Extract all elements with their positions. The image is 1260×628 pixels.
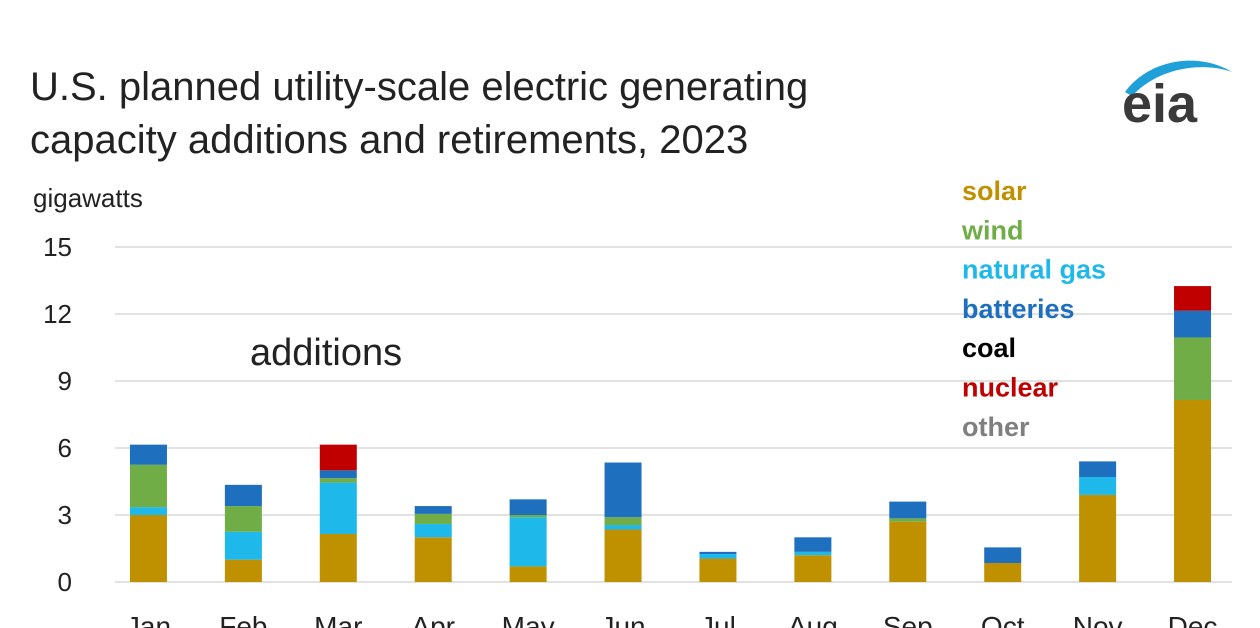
bar-segment [984,547,1022,564]
bar-segment [1174,399,1212,582]
logo: eia [1122,60,1232,134]
legend-entry: coal [962,333,1016,363]
bar-segment [1174,286,1212,311]
x-tick-label: Mar [314,611,362,628]
legend-entry: wind [961,215,1024,245]
bar-segment [604,529,642,582]
bar-segment [1174,310,1212,338]
bar-segment [1174,337,1212,400]
bar-segment [1079,494,1117,582]
y-tick-label: 15 [43,232,72,262]
legend-entry: other [962,412,1030,442]
bar-segment [889,501,927,519]
bar-segment [224,559,262,582]
x-tick-label: Nov [1073,611,1123,628]
x-tick-label: Oct [981,611,1025,628]
bar-segment [414,513,452,524]
y-axis-label: gigawatts [33,183,143,213]
legend-entry: batteries [962,294,1075,324]
bar-segment [129,515,167,582]
x-tick-label: Dec [1168,611,1218,628]
bar-segment [794,537,832,552]
bar-segment [794,551,832,556]
bar-segment [509,566,547,582]
legend-entry: nuclear [962,373,1059,403]
bar-segment [699,558,737,582]
bar-segment [224,484,262,507]
bar-segment [889,518,927,522]
x-tick-label: Jun [600,611,645,628]
legend-entry: solar [962,176,1027,206]
bar-segment [224,531,262,560]
y-tick-label: 3 [58,500,72,530]
bar-segment [414,506,452,514]
bar-segment [509,515,547,518]
x-tick-label: Jul [700,611,736,628]
bar-segment [414,537,452,582]
bar-segment [319,444,357,471]
bar-segment [509,499,547,515]
bar-segment [319,482,357,534]
y-tick-label: 0 [58,567,72,597]
bar-segment [984,563,1022,582]
bar-segment [129,464,167,508]
bar-segment [129,444,167,465]
bar-segment [699,551,737,555]
x-tick-label: Sep [883,611,933,628]
x-tick-label: Apr [411,611,455,628]
bar-segment [319,533,357,582]
bar-segment [319,478,357,483]
annotation: additions [250,332,402,374]
bar-segment [509,517,547,567]
bar-segment [889,521,927,582]
bar-segment [319,470,357,479]
x-tick-label: Jan [126,611,171,628]
x-tick-label: May [502,611,555,628]
bar-segment [604,462,642,518]
bar-segment [699,554,737,559]
y-tick-label: 12 [43,299,72,329]
chart-title: capacity additions and retirements, 2023 [30,118,748,162]
logo-text: eia [1122,74,1198,134]
y-tick-label: 9 [58,366,72,396]
bar-segment [1079,477,1117,495]
bar-segment [224,506,262,532]
x-tick-label: Feb [219,611,267,628]
bar-segment [604,517,642,526]
chart-title: U.S. planned utility-scale electric gene… [30,65,808,109]
bar-segment [414,523,452,538]
bar-segment [129,507,167,515]
logo-swoosh [1125,60,1232,96]
bar-segment [794,555,832,582]
bar-segment [1079,461,1117,478]
x-tick-label: Aug [788,611,838,628]
legend-entry: natural gas [962,255,1106,285]
y-tick-label: 6 [58,433,72,463]
bar-segment [604,525,642,530]
